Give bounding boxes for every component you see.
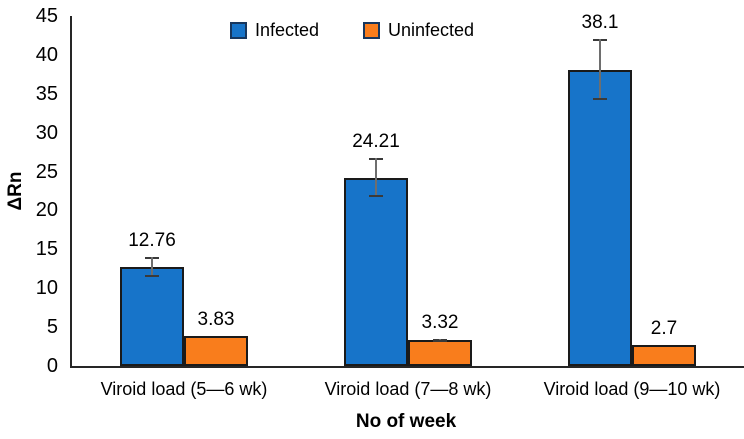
y-tick-label: 30 (35, 121, 58, 144)
y-tick-label: 5 (46, 316, 58, 339)
data-label-uninfected-group3: 2.7 (650, 318, 678, 339)
legend-label-uninfected: Uninfected (387, 20, 475, 40)
bar-uninfected-group3 (632, 345, 696, 366)
y-tick-label: 0 (46, 355, 58, 377)
data-label-uninfected-group1: 3.83 (197, 309, 235, 331)
y-tick-label: 25 (35, 160, 58, 183)
data-label-infected-group3: 38.1 (581, 12, 619, 34)
error-bar-infected-group2 (369, 158, 383, 198)
bar-infected-group1 (120, 266, 184, 366)
legend-swatch-uninfected-icon (362, 22, 380, 39)
legend-swatch-infected-icon (229, 22, 247, 39)
x-category-label: Viroid load (9—10 wk) (543, 379, 721, 399)
data-label-uninfected-group2: 3.32 (421, 311, 459, 333)
error-bar-uninfected-group2 (433, 338, 447, 342)
data-label-infected-group2: 24.21 (352, 131, 400, 153)
y-tick-label: 10 (35, 277, 58, 300)
error-bar-infected-group1 (145, 256, 159, 277)
error-bar-infected-group3 (593, 39, 607, 100)
y-tick-label: 15 (35, 238, 58, 261)
bar-uninfected-group1 (184, 336, 248, 366)
error-bar-cap (433, 339, 447, 342)
error-bar-cap (593, 97, 607, 100)
plot-area: 12.76 3.83 Viroid load (5—6 wk) 24.21 3.32 Vi… (70, 12, 744, 399)
legend-item-uninfected: Uninfected (362, 20, 475, 41)
data-label-infected-group1: 12.76 (128, 229, 176, 251)
y-tick-label: 35 (35, 82, 58, 105)
bar-infected-group3 (568, 69, 632, 366)
error-bar-cap (145, 274, 159, 277)
x-category-label: Viroid load (7—8 wk) (324, 379, 492, 399)
x-category-label: Viroid load (5—6 wk) (100, 379, 268, 399)
legend-item-infected: Infected (229, 20, 319, 41)
y-tick-label: 45 (35, 5, 58, 27)
bar-uninfected-group2 (408, 340, 472, 366)
error-bar-line (151, 256, 153, 277)
legend: Infected Uninfected (0, 20, 724, 41)
y-tick-label: 40 (35, 43, 58, 66)
x-axis-title: No of week (355, 411, 457, 432)
bar-infected-group2 (344, 177, 408, 366)
error-bar-line (375, 158, 377, 198)
error-bar-line (599, 39, 601, 100)
error-bar-cap (369, 195, 383, 198)
legend-label-infected: Infected (254, 20, 319, 40)
y-tick-label: 20 (35, 199, 58, 222)
